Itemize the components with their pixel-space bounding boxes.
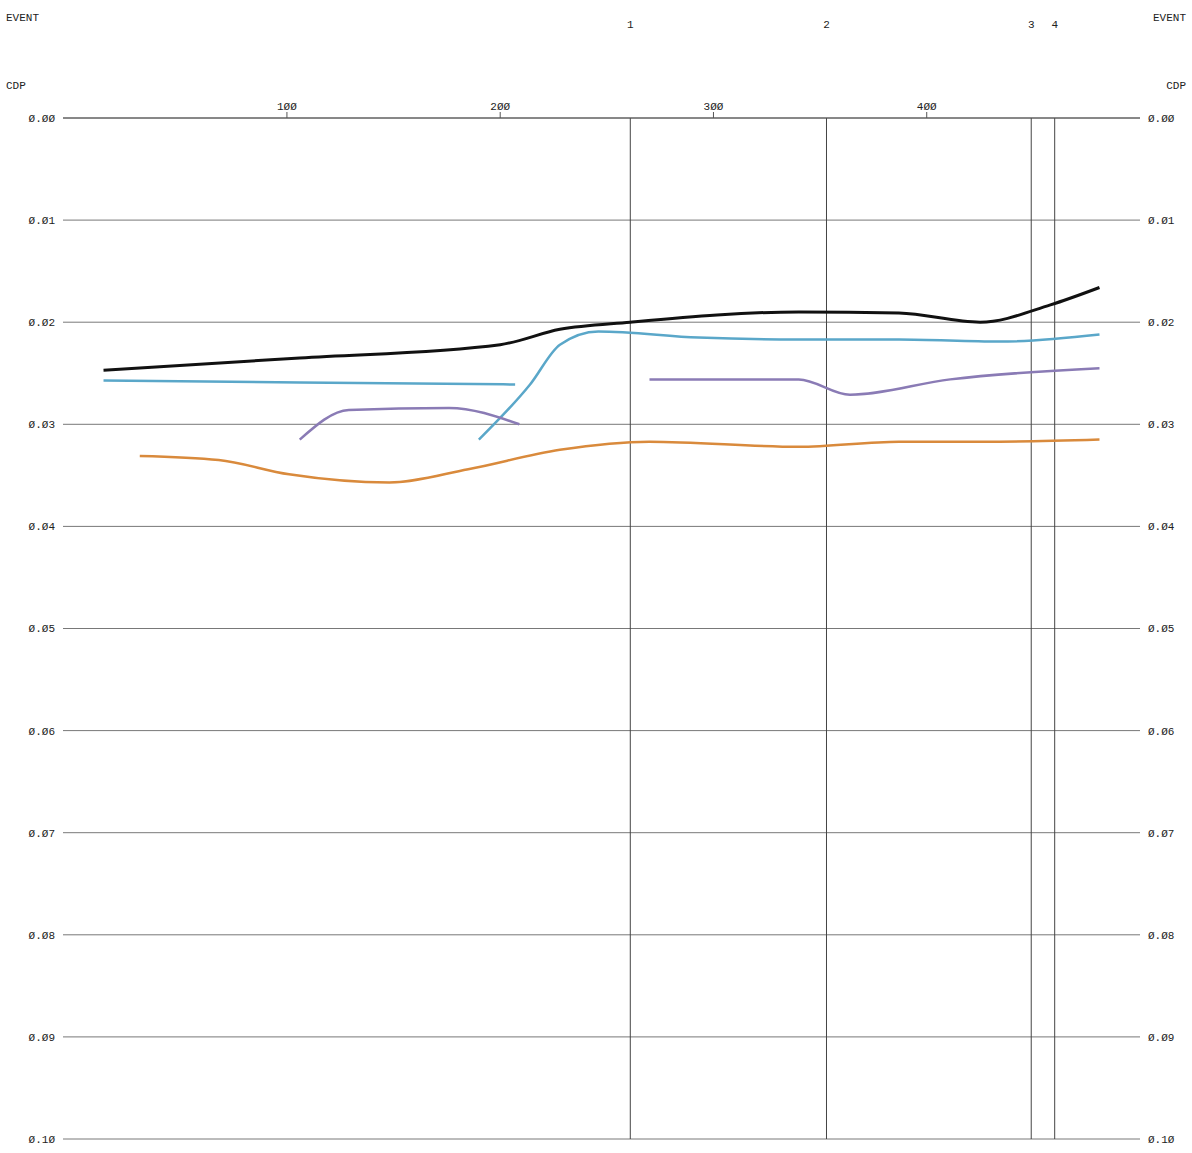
svg-text:Ø.Ø7: Ø.Ø7: [29, 828, 55, 840]
html-text:CDP: CDP: [6, 80, 26, 92]
svg-text:Ø.Ø8: Ø.Ø8: [1148, 930, 1174, 942]
svg-text:Ø.Ø9: Ø.Ø9: [1148, 1032, 1174, 1044]
svg-text:Ø.Ø7: Ø.Ø7: [1148, 828, 1174, 840]
html-text:EVENT: EVENT: [6, 12, 39, 24]
svg-text:Ø.Ø5: Ø.Ø5: [1148, 623, 1174, 635]
svg-text:Ø.Ø6: Ø.Ø6: [1148, 726, 1174, 738]
svg-text:Ø.Ø8: Ø.Ø8: [29, 930, 55, 942]
svg-text:Ø.Ø3: Ø.Ø3: [1148, 419, 1174, 431]
svg-text:Ø.Ø4: Ø.Ø4: [29, 521, 56, 533]
svg-text:Ø.Ø4: Ø.Ø4: [1148, 521, 1175, 533]
svg-text:Ø.ØØ: Ø.ØØ: [1148, 113, 1175, 125]
svg-text:Ø.Ø5: Ø.Ø5: [29, 623, 55, 635]
svg-text:Ø.Ø2: Ø.Ø2: [1148, 317, 1174, 329]
svg-text:2: 2: [823, 19, 830, 31]
svg-text:4: 4: [1051, 19, 1058, 31]
svg-text:Ø.Ø3: Ø.Ø3: [29, 419, 55, 431]
svg-text:Ø.Ø9: Ø.Ø9: [29, 1032, 55, 1044]
svg-text:1ØØ: 1ØØ: [277, 101, 297, 113]
svg-text:Ø.Ø2: Ø.Ø2: [29, 317, 55, 329]
svg-text:Ø.ØØ: Ø.ØØ: [29, 113, 56, 125]
svg-text:Ø.Ø1: Ø.Ø1: [29, 215, 56, 227]
svg-text:1: 1: [627, 19, 634, 31]
svg-text:Ø.1Ø: Ø.1Ø: [1148, 1134, 1175, 1146]
svg-text:Ø.1Ø: Ø.1Ø: [29, 1134, 56, 1146]
html-text:EVENT: EVENT: [1153, 12, 1186, 24]
svg-text:4ØØ: 4ØØ: [917, 101, 937, 113]
svg-text:Ø.Ø1: Ø.Ø1: [1148, 215, 1175, 227]
svg-text:3: 3: [1028, 19, 1035, 31]
svg-text:2ØØ: 2ØØ: [490, 101, 510, 113]
svg-text:3ØØ: 3ØØ: [704, 101, 724, 113]
svg-text:Ø.Ø6: Ø.Ø6: [29, 726, 55, 738]
html-text:CDP: CDP: [1166, 80, 1186, 92]
